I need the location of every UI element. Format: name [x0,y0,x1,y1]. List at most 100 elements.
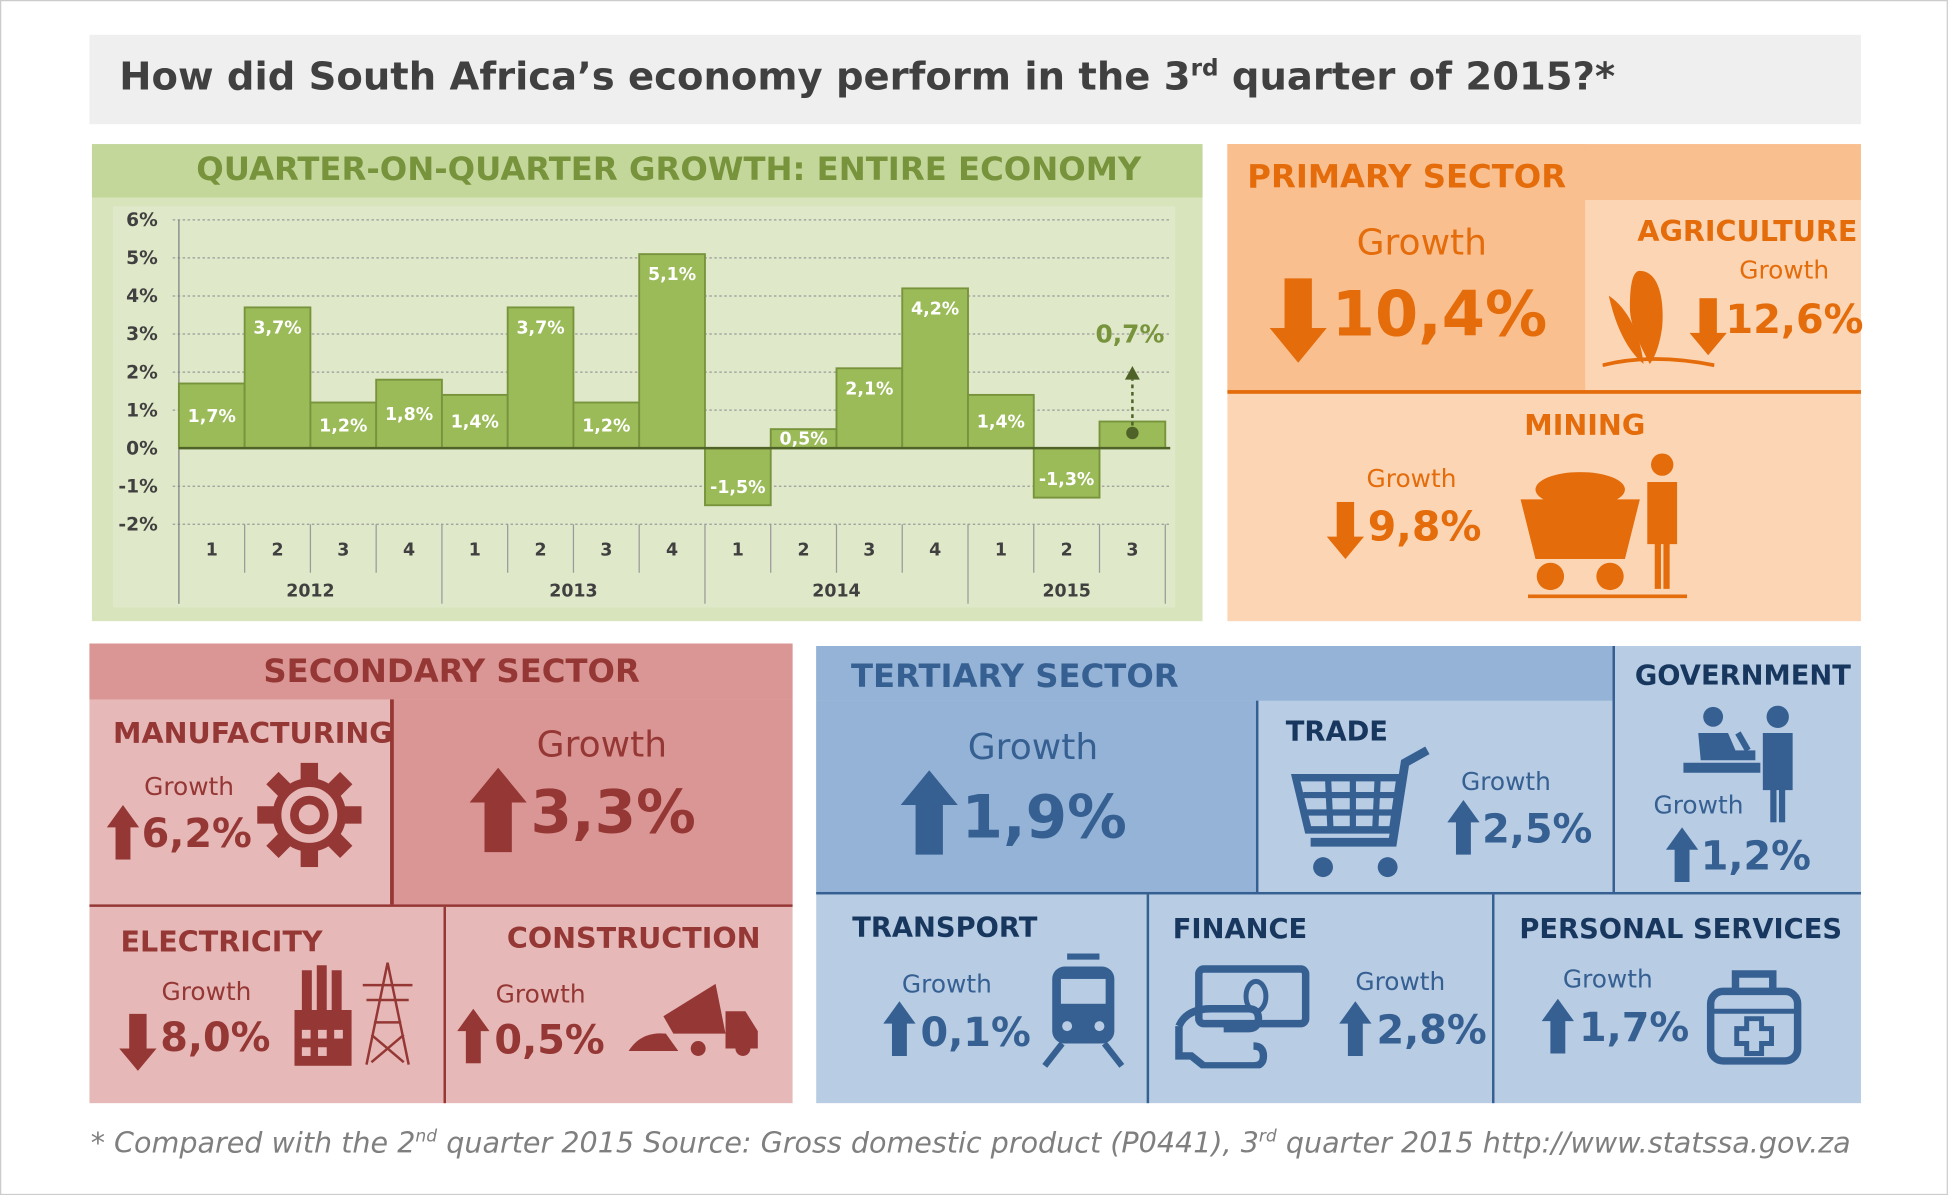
construction-title: CONSTRUCTION [506,923,761,956]
agriculture-growth-label: Growth [1739,254,1830,285]
x-tick-label: 3 [1126,540,1138,560]
bar [638,253,706,450]
tertiary-growth-label: Growth [967,725,1099,768]
primary-growth-label: Growth [1356,221,1488,264]
x-tick-label: 2 [535,540,547,560]
primary-sector-panel: PRIMARY SECTOR Growth 10,4% AGRICULTURE … [1227,144,1864,622]
bar [506,306,575,450]
data-label: 1,2% [319,417,367,437]
transport-title: TRANSPORT [852,913,1038,945]
data-label: 1,2% [582,417,630,437]
y-tick-label: 3% [126,324,158,345]
arrow-up-icon [1665,827,1699,883]
y-tick-label: 2% [126,362,158,383]
x-tick-label: 1 [732,540,744,560]
arrow-down-icon [119,1013,157,1071]
manufacturing-title: MANUFACTURING [113,718,393,751]
entire-economy-panel: QUARTER-ON-QUARTER GROWTH: ENTIRE ECONOM… [91,144,1203,622]
mine-cart-icon [1520,453,1688,599]
arrow-up-icon [883,1001,916,1056]
arrow-up-icon [900,770,958,855]
chart-header: QUARTER-ON-QUARTER GROWTH: ENTIRE ECONOM… [91,144,1203,198]
x-tick-label: 3 [863,540,875,560]
power-plant-icon [294,962,413,1066]
data-label: 1,4% [977,413,1025,433]
personal-services-growth-label: Growth [1562,964,1653,994]
bar [309,401,378,450]
arrow-up-icon [469,767,527,853]
arrow-up-icon [457,1008,490,1064]
data-label: -1,5% [710,478,765,498]
bar [901,287,969,450]
data-label: 1,8% [385,405,433,425]
arrow-up-icon [1447,800,1480,855]
data-label: 4,2% [911,299,959,319]
footer-note: * Compared with the 2nd quarter 2015 Sou… [90,1126,1851,1160]
data-label: 3,7% [253,318,301,338]
maize-icon [1602,270,1715,368]
manufacturing-growth-value: 6,2% [141,809,252,858]
x-tick-label: 2 [1061,540,1073,560]
x-tick-label: 3 [337,540,349,560]
tertiary-title: TERTIARY SECTOR [850,658,1179,696]
transport-growth-label: Growth [901,968,992,999]
finance-growth-value: 2,8% [1376,1006,1487,1054]
primary-growth-value: 10,4% [1331,278,1548,351]
shopping-cart-icon [1291,746,1430,878]
x-tick-label: 4 [929,540,941,560]
government-service-icon [1683,705,1793,823]
money-hand-icon [1175,965,1310,1069]
electricity-growth-value: 8,0% [160,1013,271,1061]
data-label: 0,5% [780,429,828,449]
government-title: GOVERNMENT [1634,660,1851,692]
secondary-title: SECONDARY SECTOR [263,653,640,691]
data-label: 5,1% [648,265,696,285]
bar [704,447,772,507]
electricity-growth-label: Growth [161,976,252,1007]
page-title: How did South Africa’s economy perform i… [119,54,1616,100]
y-tick-label: -1% [118,476,158,497]
mining-title: MINING [1524,409,1646,443]
year-label: 2013 [549,581,597,601]
bar [375,378,443,450]
data-label: -1,3% [1039,470,1094,490]
transport-growth-value: 0,1% [920,1008,1031,1056]
government-growth-label: Growth [1653,790,1744,820]
tertiary-growth-value: 1,9% [961,782,1127,853]
agriculture-title: AGRICULTURE [1637,216,1858,249]
arrow-down-icon [1326,501,1365,560]
x-tick-label: 4 [666,540,678,560]
title-bar: How did South Africa’s economy perform i… [89,34,1861,125]
secondary-growth-label: Growth [536,723,668,766]
bar [835,367,904,450]
trade-growth-label: Growth [1460,766,1551,797]
gear-icon [257,762,362,868]
y-tick-label: 5% [126,248,158,269]
dump-truck-icon [628,983,758,1056]
bar [243,306,312,450]
chart-title: QUARTER-ON-QUARTER GROWTH: ENTIRE ECONOM… [196,151,1142,189]
primary-title: PRIMARY SECTOR [1247,159,1567,197]
y-tick-label: 0% [126,438,158,459]
x-tick-label: 1 [995,540,1007,560]
data-label: 2,1% [845,379,893,399]
data-label: 0,7% [1095,320,1164,349]
y-tick-label: 4% [126,286,158,307]
arrow-down-icon [1269,278,1327,363]
agriculture-growth-value: 12,6% [1725,295,1864,343]
electricity-title: ELECTRICITY [120,926,323,960]
dot-marker [1126,426,1139,440]
data-label: 1,7% [188,407,236,427]
trade-growth-value: 2,5% [1482,805,1593,853]
manufacturing-growth-label: Growth [144,771,235,802]
arrow-up-icon [106,805,140,860]
year-label: 2015 [1042,581,1090,601]
arrow-up-icon [1541,998,1574,1054]
arrow-up-icon [1339,1001,1372,1056]
personal-services-title: PERSONAL SERVICES [1519,914,1843,946]
mining-growth-value: 9,8% [1367,501,1482,551]
growth-chart: 6% 5% 4% 3% 2% 1% 0% -1% -2% 1,7% 1 3,7% 2 1,2% 3 1,8% 4… [113,206,1176,608]
x-tick-label: 2 [798,540,810,560]
x-tick-label: 3 [600,540,612,560]
construction-growth-label: Growth [495,978,586,1009]
